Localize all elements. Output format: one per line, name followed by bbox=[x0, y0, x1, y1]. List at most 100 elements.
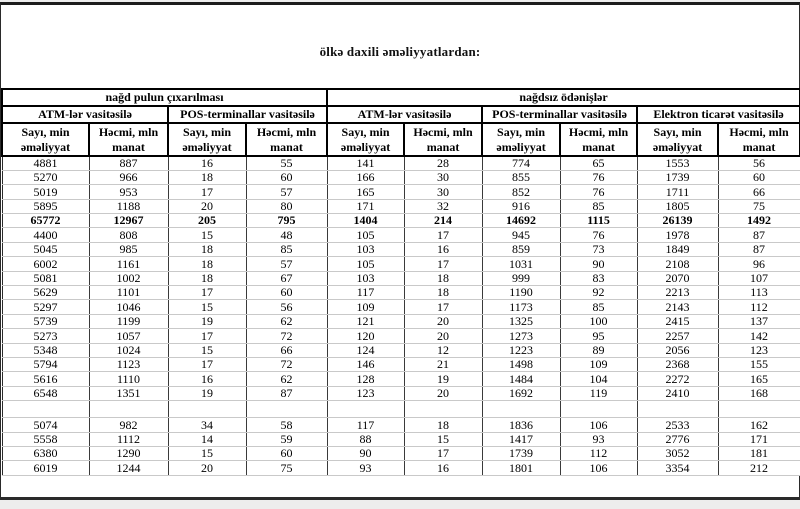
table-cell: 72 bbox=[245, 356, 328, 373]
table-cell: 214 bbox=[403, 213, 483, 229]
table-cell: 1223 bbox=[481, 342, 561, 358]
table-cell: 14 bbox=[167, 431, 247, 447]
table-cell: 20 bbox=[167, 460, 247, 476]
table-cell: 1417 bbox=[481, 431, 561, 447]
table-cell: 57 bbox=[245, 184, 328, 200]
table-cell: 5273 bbox=[1, 328, 90, 344]
table-cell: 953 bbox=[88, 184, 169, 200]
table-cell: 80 bbox=[245, 198, 328, 215]
table-cell: 88 bbox=[326, 431, 405, 447]
table-cell bbox=[167, 400, 247, 419]
empty-row bbox=[1, 400, 800, 419]
table-row: 6002 1161 18 57 105 17 1031 90 2108 96 bbox=[1, 256, 800, 272]
table-cell: 1484 bbox=[481, 371, 561, 387]
table-cell: 16 bbox=[167, 371, 247, 387]
table-cell: 5019 bbox=[1, 184, 90, 200]
table-cell: 90 bbox=[559, 256, 638, 272]
table-cell: 73 bbox=[559, 241, 638, 258]
table-cell: 155 bbox=[717, 356, 800, 373]
table-cell: 60 bbox=[717, 169, 800, 186]
table-cell: 166 bbox=[326, 169, 405, 186]
table-cell: 18 bbox=[167, 256, 247, 272]
table-cell: 855 bbox=[481, 169, 561, 186]
table-head: nağd pulun çıxarılması nağdsız ödənişlər A… bbox=[0, 88, 800, 157]
table-cell: 1057 bbox=[88, 328, 169, 344]
table-cell: 985 bbox=[88, 241, 169, 258]
table-cell: 105 bbox=[326, 227, 405, 243]
column-header-7: Sayı, min əməliyyat bbox=[481, 122, 562, 157]
table-cell: 19 bbox=[167, 385, 247, 402]
table-cell: 2368 bbox=[636, 356, 719, 373]
table-cell: 1351 bbox=[88, 385, 169, 402]
table-cell: 966 bbox=[88, 169, 169, 186]
table-cell: 12967 bbox=[88, 213, 169, 229]
table-cell: 1188 bbox=[88, 198, 169, 215]
column-header-1: Sayı, min əməliyyat bbox=[1, 122, 90, 157]
table-cell: 4400 bbox=[1, 227, 90, 243]
table-cell: 1739 bbox=[636, 169, 719, 186]
table-cell: 168 bbox=[717, 385, 800, 402]
group-header-2: nağdsız ödənişlər bbox=[326, 88, 800, 107]
table-cell: 5074 bbox=[1, 417, 90, 433]
table-cell: 113 bbox=[717, 285, 800, 301]
table-cell: 2108 bbox=[636, 256, 719, 272]
table-cell: 982 bbox=[88, 417, 169, 433]
table-cell: 916 bbox=[481, 198, 561, 215]
table-cell: 95 bbox=[559, 328, 638, 344]
table-cell: 1173 bbox=[481, 299, 561, 315]
table-cell: 60 bbox=[245, 285, 328, 301]
column-header-6: Həcmi, mln manat bbox=[403, 122, 484, 157]
table-cell: 16 bbox=[167, 154, 247, 171]
table-cell bbox=[481, 400, 561, 419]
table-cell: 165 bbox=[326, 184, 405, 200]
column-header-10: Həcmi, mln manat bbox=[717, 122, 800, 157]
table-cell: 20 bbox=[403, 313, 483, 330]
table-cell: 112 bbox=[717, 299, 800, 315]
table-cell: 1849 bbox=[636, 241, 719, 258]
table-cell: 5270 bbox=[1, 169, 90, 186]
table-cell: 2143 bbox=[636, 299, 719, 315]
table-cell: 18 bbox=[403, 270, 483, 287]
table-cell: 181 bbox=[717, 445, 800, 462]
table-cell: 2070 bbox=[636, 270, 719, 287]
table-cell: 5616 bbox=[1, 371, 90, 387]
table-cell: 1739 bbox=[481, 445, 561, 462]
table-cell: 1978 bbox=[636, 227, 719, 243]
table-cell: 1244 bbox=[88, 460, 169, 476]
table-row: 4400 808 15 48 105 17 945 76 1978 87 bbox=[1, 227, 800, 243]
table-cell: 212 bbox=[717, 460, 800, 476]
table-cell: 76 bbox=[559, 169, 638, 186]
table-row: 5895 1188 20 80 171 32 916 85 1805 75 bbox=[1, 198, 800, 215]
table-cell: 66 bbox=[717, 184, 800, 200]
table-cell: 2257 bbox=[636, 328, 719, 344]
table-cell: 62 bbox=[245, 371, 328, 387]
table-cell: 17 bbox=[167, 328, 247, 344]
table-row: 5794 1123 17 72 146 21 1498 109 2368 155 bbox=[1, 356, 800, 373]
table-cell: 17 bbox=[403, 256, 483, 272]
table-cell: 5081 bbox=[1, 270, 90, 287]
total-row: 65772 12967 205 795 1404 214 14692 1115 26139 149… bbox=[1, 213, 800, 229]
table-cell: 1290 bbox=[88, 445, 169, 462]
table-cell: 20 bbox=[403, 385, 483, 402]
table-cell: 2533 bbox=[636, 417, 719, 433]
table-row: 6380 1290 15 60 90 17 1739 112 3052 181 bbox=[1, 445, 800, 462]
table-cell: 103 bbox=[326, 270, 405, 287]
table-cell: 75 bbox=[245, 460, 328, 476]
table-row: 6019 1244 20 75 93 16 1801 106 3354 212 bbox=[1, 460, 800, 476]
report-page: ölkə daxili əməliyyatlardan: nağd pulun … bbox=[0, 2, 800, 500]
table-cell: 106 bbox=[559, 417, 638, 433]
table-row: 5739 1199 19 62 121 20 1325 100 2415 137 bbox=[1, 313, 800, 330]
table-row: 5074 982 34 58 117 18 1836 106 2533 162 bbox=[1, 417, 800, 433]
table-cell: 5045 bbox=[1, 241, 90, 258]
subgroup-header-row: ATM-lər vasitəsilə POS-terminallar vasitə… bbox=[1, 105, 800, 124]
table-cell: 100 bbox=[559, 313, 638, 330]
table-cell: 17 bbox=[167, 184, 247, 200]
table-cell bbox=[326, 400, 405, 419]
table-cell bbox=[88, 400, 169, 419]
table-cell: 1492 bbox=[717, 213, 800, 229]
table-cell: 56 bbox=[717, 154, 800, 171]
table-cell: 67 bbox=[245, 270, 328, 287]
column-header-5: Sayı, min əməliyyat bbox=[326, 122, 406, 157]
table-cell: 887 bbox=[88, 154, 169, 171]
table-row: 5045 985 18 85 103 16 859 73 1849 87 bbox=[1, 241, 800, 258]
